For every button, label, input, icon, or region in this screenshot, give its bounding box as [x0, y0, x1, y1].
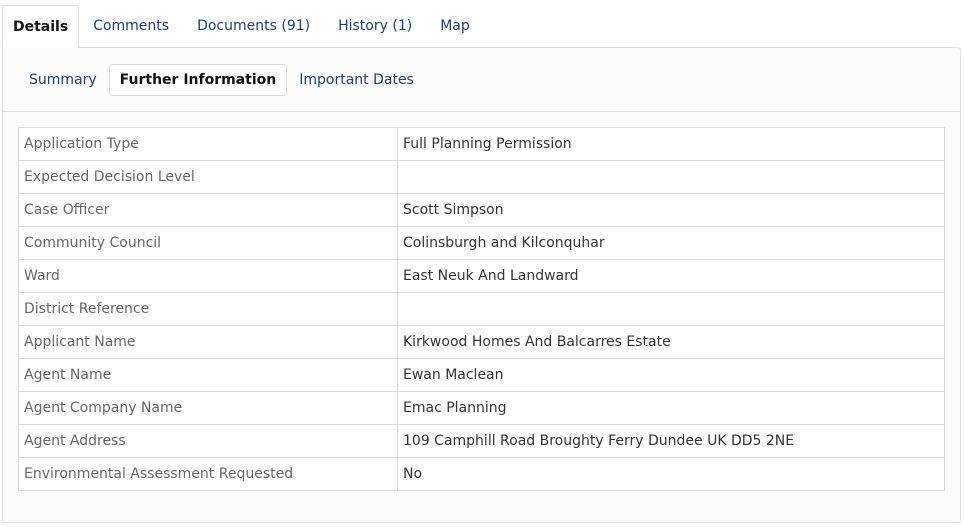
- main-tabs: Details Comments Documents (91) History …: [2, 5, 484, 48]
- table-row: Agent Company Name Emac Planning: [18, 391, 945, 425]
- further-information-table: Application Type Full Planning Permission…: [18, 127, 945, 491]
- row-label: Expected Decision Level: [18, 160, 398, 194]
- table-row: Application Type Full Planning Permission: [18, 127, 945, 161]
- row-label: Agent Address: [18, 424, 398, 458]
- table-row: Community Council Colinsburgh and Kilconq…: [18, 226, 945, 260]
- row-value: Scott Simpson: [397, 193, 945, 227]
- table-row: Agent Name Ewan Maclean: [18, 358, 945, 392]
- row-label: Agent Company Name: [18, 391, 398, 425]
- table-row: Ward East Neuk And Landward: [18, 259, 945, 293]
- tab-documents[interactable]: Documents (91): [197, 18, 311, 34]
- row-label: Applicant Name: [18, 325, 398, 359]
- table-row: District Reference: [18, 292, 945, 326]
- tab-comments[interactable]: Comments: [93, 18, 170, 34]
- row-value: [397, 160, 945, 194]
- row-value: Colinsburgh and Kilconquhar: [397, 226, 945, 260]
- tab-details[interactable]: Details: [2, 5, 80, 48]
- table-row: Case Officer Scott Simpson: [18, 193, 945, 227]
- row-label: Environmental Assessment Requested: [18, 457, 398, 491]
- row-label: Community Council: [18, 226, 398, 260]
- row-value: Ewan Maclean: [397, 358, 945, 392]
- row-value: No: [397, 457, 945, 491]
- subtab-important-dates[interactable]: Important Dates: [299, 71, 414, 88]
- subtab-further-information[interactable]: Further Information: [108, 63, 288, 96]
- table-row: Environmental Assessment Requested No: [18, 457, 945, 491]
- row-value: Full Planning Permission: [397, 127, 945, 161]
- row-value: 109 Camphill Road Broughty Ferry Dundee …: [397, 424, 945, 458]
- row-label: Ward: [18, 259, 398, 293]
- tab-history[interactable]: History (1): [338, 18, 413, 34]
- row-value: Kirkwood Homes And Balcarres Estate: [397, 325, 945, 359]
- row-label: District Reference: [18, 292, 398, 326]
- subtab-summary[interactable]: Summary: [29, 71, 97, 88]
- details-panel: Summary Further Information Important Da…: [2, 47, 961, 523]
- sub-tabs: Summary Further Information Important Da…: [3, 48, 960, 112]
- row-value: East Neuk And Landward: [397, 259, 945, 293]
- tab-map[interactable]: Map: [440, 18, 470, 34]
- table-row: Applicant Name Kirkwood Homes And Balcarr…: [18, 325, 945, 359]
- row-label: Application Type: [18, 127, 398, 161]
- table-row: Agent Address 109 Camphill Road Broughty …: [18, 424, 945, 458]
- table-row: Expected Decision Level: [18, 160, 945, 194]
- row-value: Emac Planning: [397, 391, 945, 425]
- row-value: [397, 292, 945, 326]
- row-label: Case Officer: [18, 193, 398, 227]
- row-label: Agent Name: [18, 358, 398, 392]
